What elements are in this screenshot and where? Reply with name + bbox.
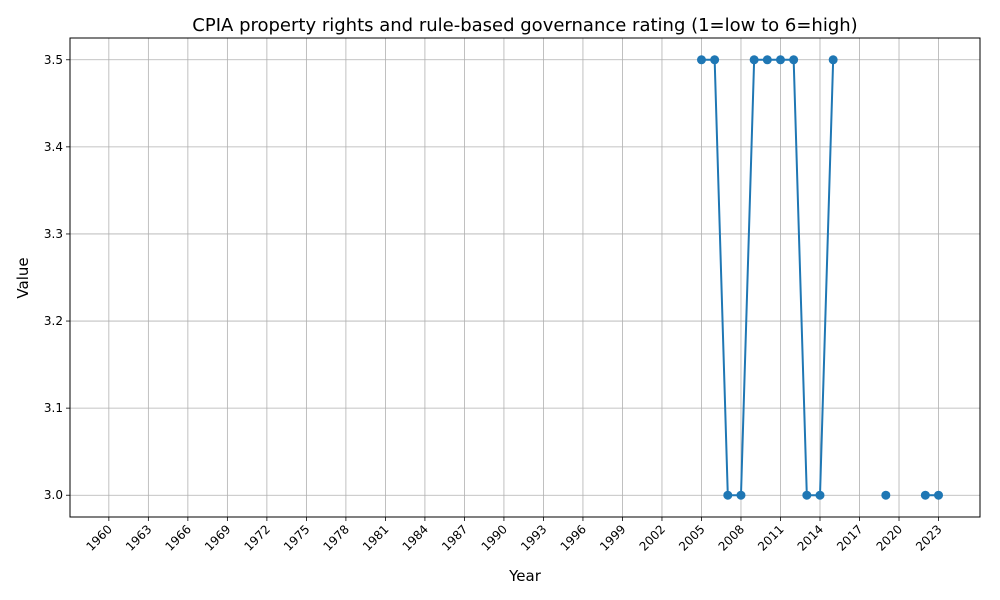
data-point bbox=[934, 490, 944, 500]
data-point bbox=[815, 490, 825, 500]
grid bbox=[70, 38, 980, 517]
y-tick-label: 3.0 bbox=[44, 488, 63, 502]
y-axis-ticks: 3.0 3.1 3.2 3.3 3.4 3.5 bbox=[44, 53, 70, 502]
y-tick-label: 3.5 bbox=[44, 53, 63, 67]
chart-title: CPIA property rights and rule-based gove… bbox=[192, 15, 857, 36]
data-point bbox=[881, 490, 891, 500]
y-tick-label: 3.3 bbox=[44, 227, 63, 241]
y-tick-label: 3.4 bbox=[44, 140, 63, 154]
y-tick-label: 3.1 bbox=[44, 401, 63, 415]
data-point bbox=[710, 55, 720, 65]
data-point bbox=[762, 55, 772, 65]
data-point bbox=[802, 490, 812, 500]
plot-frame bbox=[69, 37, 981, 518]
x-axis-label: Year bbox=[508, 567, 542, 585]
series-layer bbox=[696, 55, 944, 500]
data-point bbox=[749, 55, 759, 65]
data-point bbox=[723, 490, 733, 500]
data-point bbox=[696, 55, 706, 65]
data-point bbox=[789, 55, 799, 65]
data-point bbox=[828, 55, 838, 65]
y-tick-label: 3.2 bbox=[44, 314, 63, 328]
y-axis-label: Value bbox=[14, 257, 32, 298]
data-point bbox=[736, 490, 746, 500]
data-point bbox=[775, 55, 785, 65]
data-point bbox=[920, 490, 930, 500]
